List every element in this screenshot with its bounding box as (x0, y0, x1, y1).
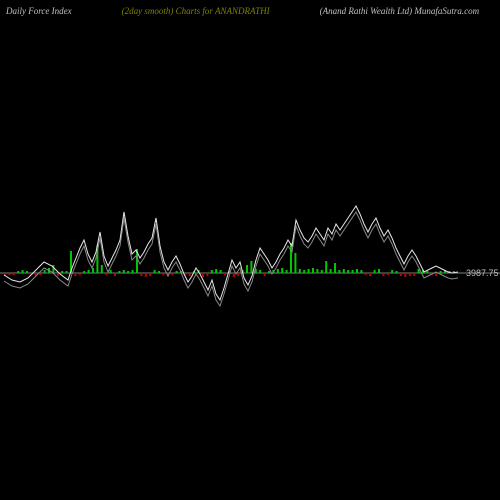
chart-svg (0, 0, 500, 500)
axis-right-label: 3987.75 (466, 268, 499, 278)
force-index-chart (0, 0, 500, 500)
